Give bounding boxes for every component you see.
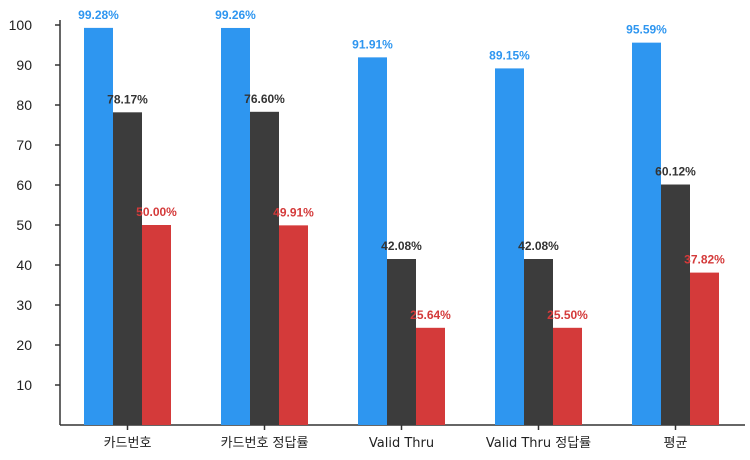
- data-label: 89.15%: [489, 48, 530, 62]
- data-label: 42.08%: [381, 239, 422, 253]
- y-tick-label: 40: [16, 257, 32, 273]
- data-label: 42.08%: [518, 239, 559, 253]
- bar: [690, 272, 719, 425]
- bar: [250, 111, 279, 426]
- y-tick-label: 30: [16, 297, 32, 313]
- data-label-group: 99.28% 78.17% 50.00% 99.26% 76.60% 49.91% 91.9…: [78, 8, 725, 322]
- data-label: 99.28%: [78, 8, 119, 22]
- bar: [279, 225, 308, 425]
- bar: [221, 27, 250, 426]
- bar: [113, 112, 142, 425]
- bar: [416, 327, 445, 425]
- y-tick-label: 20: [16, 337, 32, 353]
- x-tick-label: Valid Thru 정답률: [486, 436, 591, 451]
- data-label: 76.60%: [244, 92, 285, 106]
- data-label: 91.91%: [352, 37, 393, 51]
- y-tick-label: 70: [16, 137, 32, 153]
- bar: [142, 225, 171, 425]
- bar: [524, 259, 553, 425]
- y-tick-label: 80: [16, 97, 32, 113]
- data-label: 37.82%: [684, 253, 725, 267]
- y-tick-label: 90: [16, 57, 32, 73]
- x-tick-label: 카드번호: [104, 436, 152, 451]
- bar: [632, 42, 661, 425]
- x-tick-label: 카드번호 정답률: [221, 436, 309, 451]
- bar: [358, 57, 387, 426]
- x-tick-label: Valid Thru: [369, 436, 434, 451]
- y-tick-label: 100: [9, 17, 33, 33]
- data-label: 49.91%: [273, 205, 314, 219]
- bar: [661, 184, 690, 425]
- bar-series-group: [84, 27, 719, 426]
- bar: [84, 27, 113, 425]
- bar: [553, 327, 582, 425]
- x-tick-label: 평균: [664, 436, 688, 451]
- x-axis: 카드번호 카드번호 정답률 Valid Thru Valid Thru 정답률 평균: [60, 424, 745, 451]
- data-label: 99.26%: [215, 8, 256, 22]
- data-label: 25.64%: [410, 308, 451, 322]
- bar: [495, 68, 524, 426]
- data-label: 50.00%: [136, 205, 177, 219]
- data-label: 95.59%: [626, 23, 667, 37]
- data-label: 78.17%: [107, 92, 148, 106]
- y-axis: 10 20 30 40 50 60 70 80 90 100: [9, 17, 61, 425]
- y-tick-label: 50: [16, 217, 32, 233]
- data-label: 25.50%: [547, 308, 588, 322]
- y-tick-label: 10: [16, 377, 32, 393]
- y-tick-label: 60: [16, 177, 32, 193]
- data-label: 60.12%: [655, 165, 696, 179]
- bar: [387, 259, 416, 425]
